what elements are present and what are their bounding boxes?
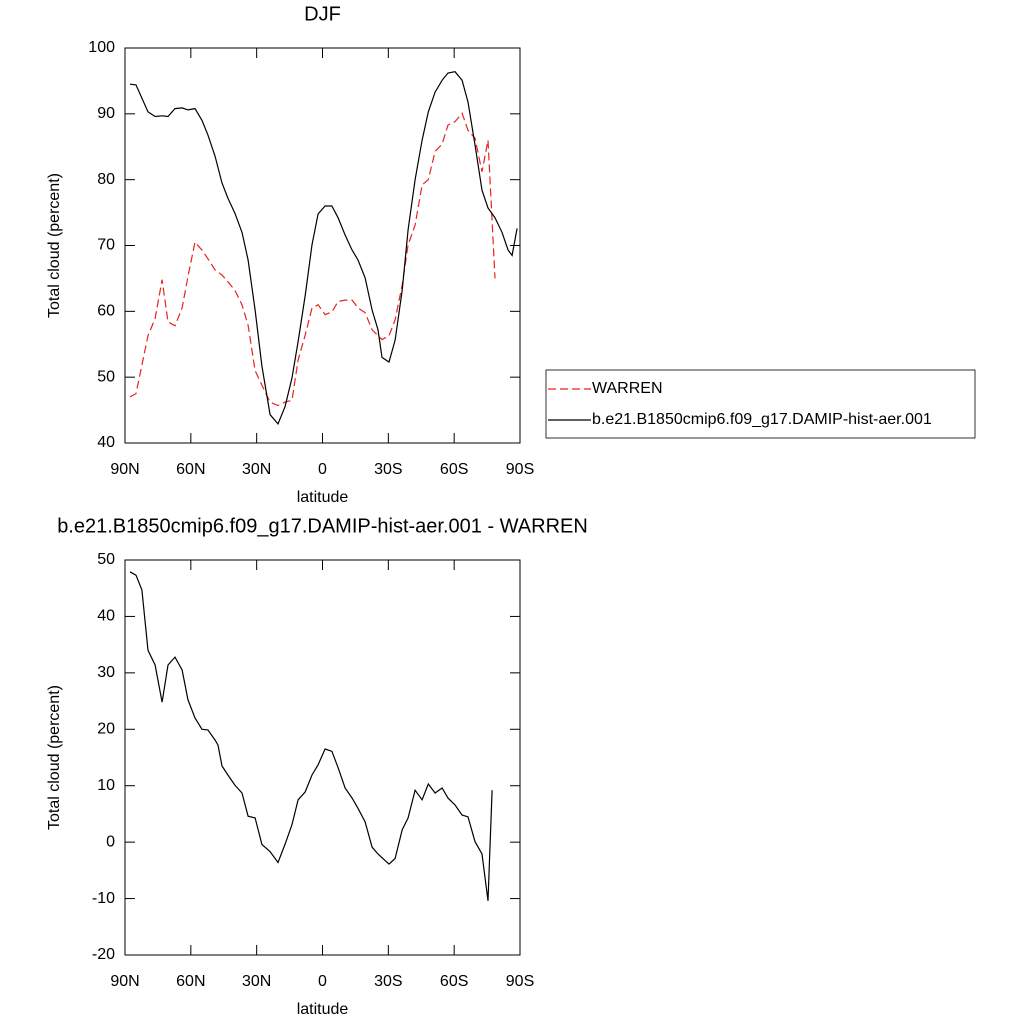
y-tick-label: 70 — [97, 237, 115, 254]
y-tick-label: 40 — [97, 608, 115, 625]
x-tick-label: 60N — [176, 461, 205, 478]
y-tick-label: 60 — [97, 303, 115, 320]
plot-frame — [124, 47, 521, 444]
x-tick-label: 30N — [242, 973, 271, 990]
y-tick-label: -10 — [92, 890, 115, 907]
x-axis-label: latitude — [297, 1001, 349, 1018]
x-tick-label: 30S — [374, 461, 402, 478]
data-line — [129, 71, 518, 426]
x-tick-label: 30N — [242, 461, 271, 478]
y-tick-label: 50 — [97, 368, 115, 385]
y-tick-label: 50 — [97, 551, 115, 568]
legend-box — [545, 369, 976, 439]
x-tick-label: 90S — [506, 973, 534, 990]
y-tick-label: 20 — [97, 721, 115, 738]
legend-label: b.e21.B1850cmip6.f09_g17.DAMIP-hist-aer.… — [592, 411, 932, 428]
y-tick-label: 30 — [97, 664, 115, 681]
legend-label: WARREN — [592, 380, 663, 397]
x-tick-label: 0 — [318, 973, 327, 990]
plot-frame — [124, 559, 521, 956]
y-tick-label: 40 — [97, 434, 115, 451]
y-axis-label: Total cloud (percent) — [46, 685, 63, 830]
x-tick-label: 30S — [374, 973, 402, 990]
x-tick-label: 60N — [176, 973, 205, 990]
x-tick-label: 60S — [440, 973, 468, 990]
chart-title: DJF — [304, 3, 341, 25]
x-tick-label: 90N — [110, 973, 139, 990]
y-tick-label: 90 — [97, 105, 115, 122]
x-tick-label: 0 — [318, 461, 327, 478]
chart-title: b.e21.B1850cmip6.f09_g17.DAMIP-hist-aer.… — [57, 515, 588, 537]
x-tick-label: 60S — [440, 461, 468, 478]
y-tick-label: 10 — [97, 777, 115, 794]
y-axis-label: Total cloud (percent) — [46, 173, 63, 318]
y-tick-label: 80 — [97, 171, 115, 188]
data-line — [129, 571, 493, 901]
x-axis-label: latitude — [297, 489, 349, 506]
data-line — [129, 111, 496, 407]
y-tick-label: -20 — [92, 946, 115, 963]
y-tick-label: 0 — [106, 833, 115, 850]
y-tick-label: 100 — [88, 39, 115, 56]
x-tick-label: 90N — [110, 461, 139, 478]
x-tick-label: 90S — [506, 461, 534, 478]
